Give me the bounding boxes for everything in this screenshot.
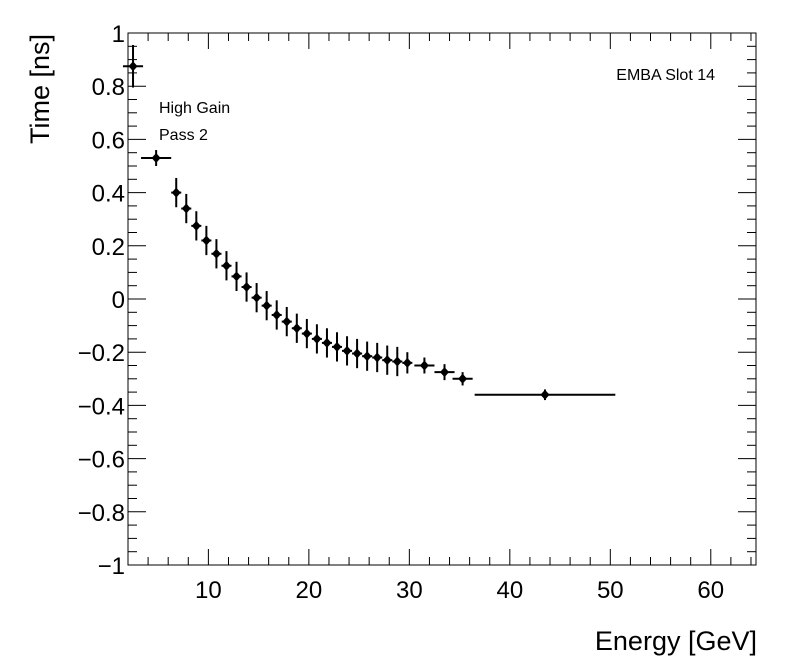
data-point: [241, 272, 252, 302]
point-marker: [252, 292, 262, 303]
point-marker: [342, 345, 352, 356]
pass-label: Pass 2: [159, 127, 208, 144]
data-point: [414, 357, 435, 374]
point-marker: [352, 348, 362, 359]
y-tick-label: −0.8: [78, 500, 125, 527]
data-point: [171, 177, 182, 208]
point-marker: [181, 203, 191, 214]
data-point: [382, 345, 393, 375]
x-tick-label: 30: [396, 577, 423, 604]
point-marker: [372, 352, 382, 363]
data-point: [141, 150, 172, 166]
point-marker: [392, 356, 402, 367]
x-tick-label: 60: [697, 577, 724, 604]
x-tick-label: 20: [296, 577, 323, 604]
data-point: [211, 239, 222, 269]
point-marker: [402, 357, 412, 368]
point-marker: [292, 323, 302, 334]
point-marker: [362, 351, 372, 362]
y-tick-label: 0.2: [92, 234, 125, 261]
point-marker: [211, 248, 221, 259]
data-point: [231, 261, 242, 292]
gain-label: High Gain: [159, 100, 230, 117]
y-tick-label: −0.4: [78, 393, 125, 420]
point-marker: [232, 271, 242, 282]
y-tick-label: 0.6: [92, 127, 125, 154]
y-tick-label: 0.4: [92, 181, 125, 208]
point-marker: [221, 260, 231, 271]
point-marker: [242, 282, 252, 293]
data-point: [311, 324, 322, 354]
data-points: [122, 44, 616, 401]
y-tick-label: 0: [112, 287, 125, 314]
data-point: [122, 44, 144, 88]
x-tick-label: 50: [597, 577, 624, 604]
data-point: [271, 300, 282, 330]
data-point: [281, 306, 292, 337]
data-point: [201, 225, 212, 256]
y-tick-label: −0.2: [78, 340, 125, 367]
y-tick-label: −1: [98, 553, 125, 580]
data-point: [251, 283, 262, 313]
data-point: [301, 318, 312, 349]
point-marker: [282, 316, 292, 327]
data-point: [452, 372, 473, 386]
slot-label: EMBA Slot 14: [616, 67, 715, 84]
y-tick-label: 1: [112, 21, 125, 48]
data-point: [191, 211, 202, 241]
data-point: [352, 338, 363, 369]
x-axis-tick-labels: 10 20 30 40 50 60: [195, 577, 724, 604]
point-marker: [151, 153, 161, 164]
data-point: [261, 291, 272, 321]
x-tick-label: 10: [195, 577, 222, 604]
point-marker: [322, 337, 332, 348]
point-marker: [262, 300, 272, 311]
data-point: [221, 251, 232, 281]
y-axis-title: Time [ns]: [25, 34, 55, 144]
data-point: [342, 336, 353, 366]
y-tick-label: 0.8: [92, 74, 125, 101]
data-point: [362, 341, 373, 371]
data-point: [291, 313, 302, 343]
point-marker: [201, 235, 211, 246]
point-marker: [171, 187, 181, 198]
point-marker: [302, 328, 312, 339]
point-marker: [272, 309, 282, 320]
data-point: [402, 352, 413, 374]
x-axis-ticks: [127, 33, 752, 565]
x-axis-title: Energy [GeV]: [595, 626, 757, 656]
point-marker: [191, 220, 201, 231]
x-tick-label: 40: [496, 577, 523, 604]
point-marker: [128, 61, 138, 72]
data-point: [372, 342, 383, 373]
data-point: [181, 193, 192, 224]
data-point: [392, 346, 403, 377]
data-point: [321, 328, 332, 358]
data-point: [434, 364, 455, 381]
y-axis-ticks: [128, 32, 756, 566]
point-marker: [382, 355, 392, 366]
point-marker: [419, 360, 429, 371]
point-marker: [440, 367, 450, 378]
data-point: [474, 389, 616, 401]
data-point: [331, 332, 343, 362]
point-marker: [458, 373, 468, 384]
point-marker: [312, 333, 322, 344]
point-marker: [332, 341, 342, 352]
point-marker: [540, 389, 550, 400]
y-axis-tick-labels: 1 0.8 0.6 0.4 0.2 0 −0.2 −0.4 −0.6 −0.8 −1: [78, 21, 125, 580]
y-tick-label: −0.6: [78, 447, 125, 474]
